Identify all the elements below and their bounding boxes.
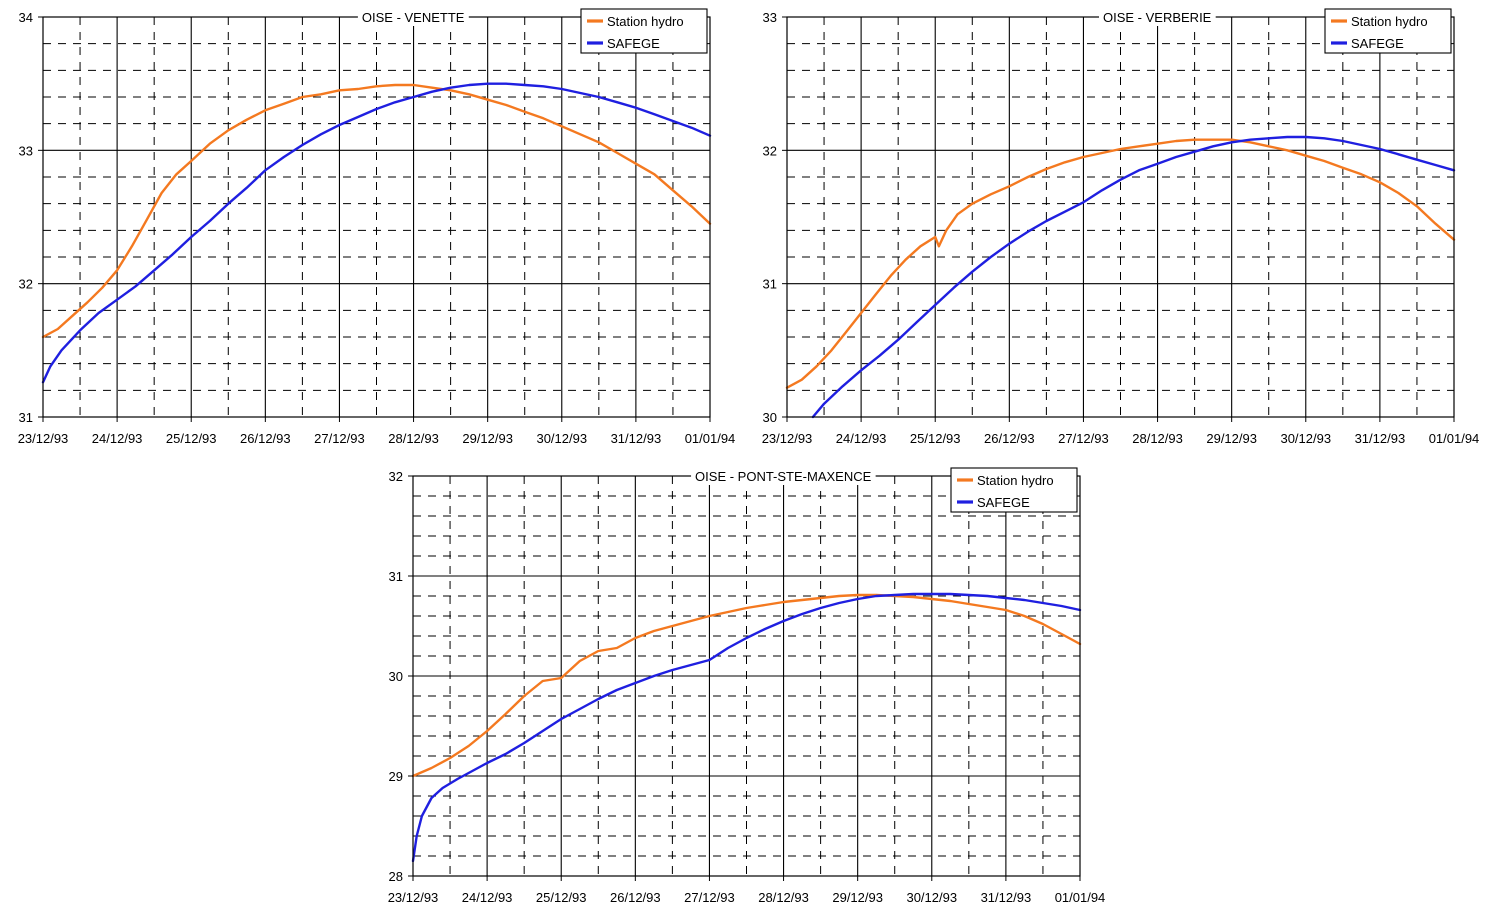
title-background bbox=[1098, 8, 1216, 26]
title-background bbox=[357, 8, 469, 26]
x-tick-label: 23/12/93 bbox=[18, 431, 69, 446]
y-tick-label: 30 bbox=[763, 410, 777, 425]
legend: Station hydro SAFEGE bbox=[1324, 8, 1452, 54]
x-tick-label: 29/12/93 bbox=[462, 431, 513, 446]
legend-box bbox=[950, 467, 1078, 513]
legend-label-safege: SAFEGE bbox=[977, 495, 1030, 510]
grid bbox=[787, 17, 1454, 417]
y-tick-label: 28 bbox=[389, 869, 403, 884]
x-tick-label: 01/01/94 bbox=[1429, 431, 1480, 446]
y-tick-label: 32 bbox=[19, 277, 33, 292]
series-line-station-hydro bbox=[785, 138, 1456, 389]
x-tick-label: 31/12/93 bbox=[1355, 431, 1406, 446]
y-tick-label: 32 bbox=[389, 469, 403, 484]
legend-label-station-hydro: Station hydro bbox=[607, 14, 684, 29]
x-tick-label: 28/12/93 bbox=[388, 431, 439, 446]
y-tick-label: 32 bbox=[763, 143, 777, 158]
x-tick-label: 24/12/93 bbox=[462, 890, 513, 905]
y-tick-label: 34 bbox=[19, 10, 33, 25]
series-line-station-hydro bbox=[411, 593, 1082, 778]
x-tick-label: 30/12/93 bbox=[536, 431, 587, 446]
y-tick-label: 31 bbox=[389, 569, 403, 584]
series-line-safege bbox=[411, 592, 1082, 863]
series-line-safege bbox=[811, 135, 1456, 419]
chart-title: OISE - VERBERIE bbox=[1103, 10, 1212, 25]
legend-label-safege: SAFEGE bbox=[607, 36, 660, 51]
legend-label-station-hydro: Station hydro bbox=[977, 473, 1054, 488]
x-tick-label: 23/12/93 bbox=[762, 431, 813, 446]
chart-oise-venette: 23/12/93 24/12/93 25/12/93 26/12/93 27/12/93… bbox=[18, 8, 736, 446]
x-tick-label: 24/12/93 bbox=[836, 431, 887, 446]
x-tick-label: 28/12/93 bbox=[758, 890, 809, 905]
legend-label-safege: SAFEGE bbox=[1351, 36, 1404, 51]
x-tick-label: 31/12/93 bbox=[981, 890, 1032, 905]
x-tick-label: 26/12/93 bbox=[984, 431, 1035, 446]
x-tick-label: 27/12/93 bbox=[684, 890, 735, 905]
x-tick-label: 25/12/93 bbox=[536, 890, 587, 905]
x-tick-label: 25/12/93 bbox=[166, 431, 217, 446]
x-tick-label: 27/12/93 bbox=[314, 431, 365, 446]
chart-title: OISE - VENETTE bbox=[362, 10, 465, 25]
y-tick-label: 29 bbox=[389, 769, 403, 784]
x-tick-label: 26/12/93 bbox=[240, 431, 291, 446]
legend-label-station-hydro: Station hydro bbox=[1351, 14, 1428, 29]
series-line-station-hydro bbox=[41, 83, 712, 339]
x-tick-label: 30/12/93 bbox=[906, 890, 957, 905]
title-background bbox=[691, 467, 876, 485]
y-tick-label: 31 bbox=[763, 277, 777, 292]
x-tick-label: 30/12/93 bbox=[1280, 431, 1331, 446]
y-tick-label: 33 bbox=[763, 10, 777, 25]
x-tick-label: 27/12/93 bbox=[1058, 431, 1109, 446]
legend-box bbox=[580, 8, 708, 54]
x-tick-label: 23/12/93 bbox=[388, 890, 439, 905]
x-tick-label: 24/12/93 bbox=[92, 431, 143, 446]
x-tick-label: 01/01/94 bbox=[1055, 890, 1106, 905]
chart-title: OISE - PONT-STE-MAXENCE bbox=[695, 469, 872, 484]
chart-oise-pont-ste-maxence: 23/12/93 24/12/93 25/12/93 26/12/93 27/12/93… bbox=[388, 467, 1106, 905]
legend: Station hydro SAFEGE bbox=[950, 467, 1078, 513]
y-tick-label: 33 bbox=[19, 143, 33, 158]
x-tick-label: 31/12/93 bbox=[611, 431, 662, 446]
chart-oise-verberie: 23/12/93 24/12/93 25/12/93 26/12/93 27/12/93… bbox=[762, 8, 1480, 446]
legend-box bbox=[1324, 8, 1452, 54]
x-tick-label: 29/12/93 bbox=[832, 890, 883, 905]
x-tick-label: 26/12/93 bbox=[610, 890, 661, 905]
y-tick-label: 31 bbox=[19, 410, 33, 425]
x-tick-label: 25/12/93 bbox=[910, 431, 961, 446]
x-tick-label: 01/01/94 bbox=[685, 431, 736, 446]
y-tick-label: 30 bbox=[389, 669, 403, 684]
x-tick-label: 29/12/93 bbox=[1206, 431, 1257, 446]
x-tick-label: 28/12/93 bbox=[1132, 431, 1183, 446]
legend: Station hydro SAFEGE bbox=[580, 8, 708, 54]
series-line-safege bbox=[41, 82, 712, 384]
